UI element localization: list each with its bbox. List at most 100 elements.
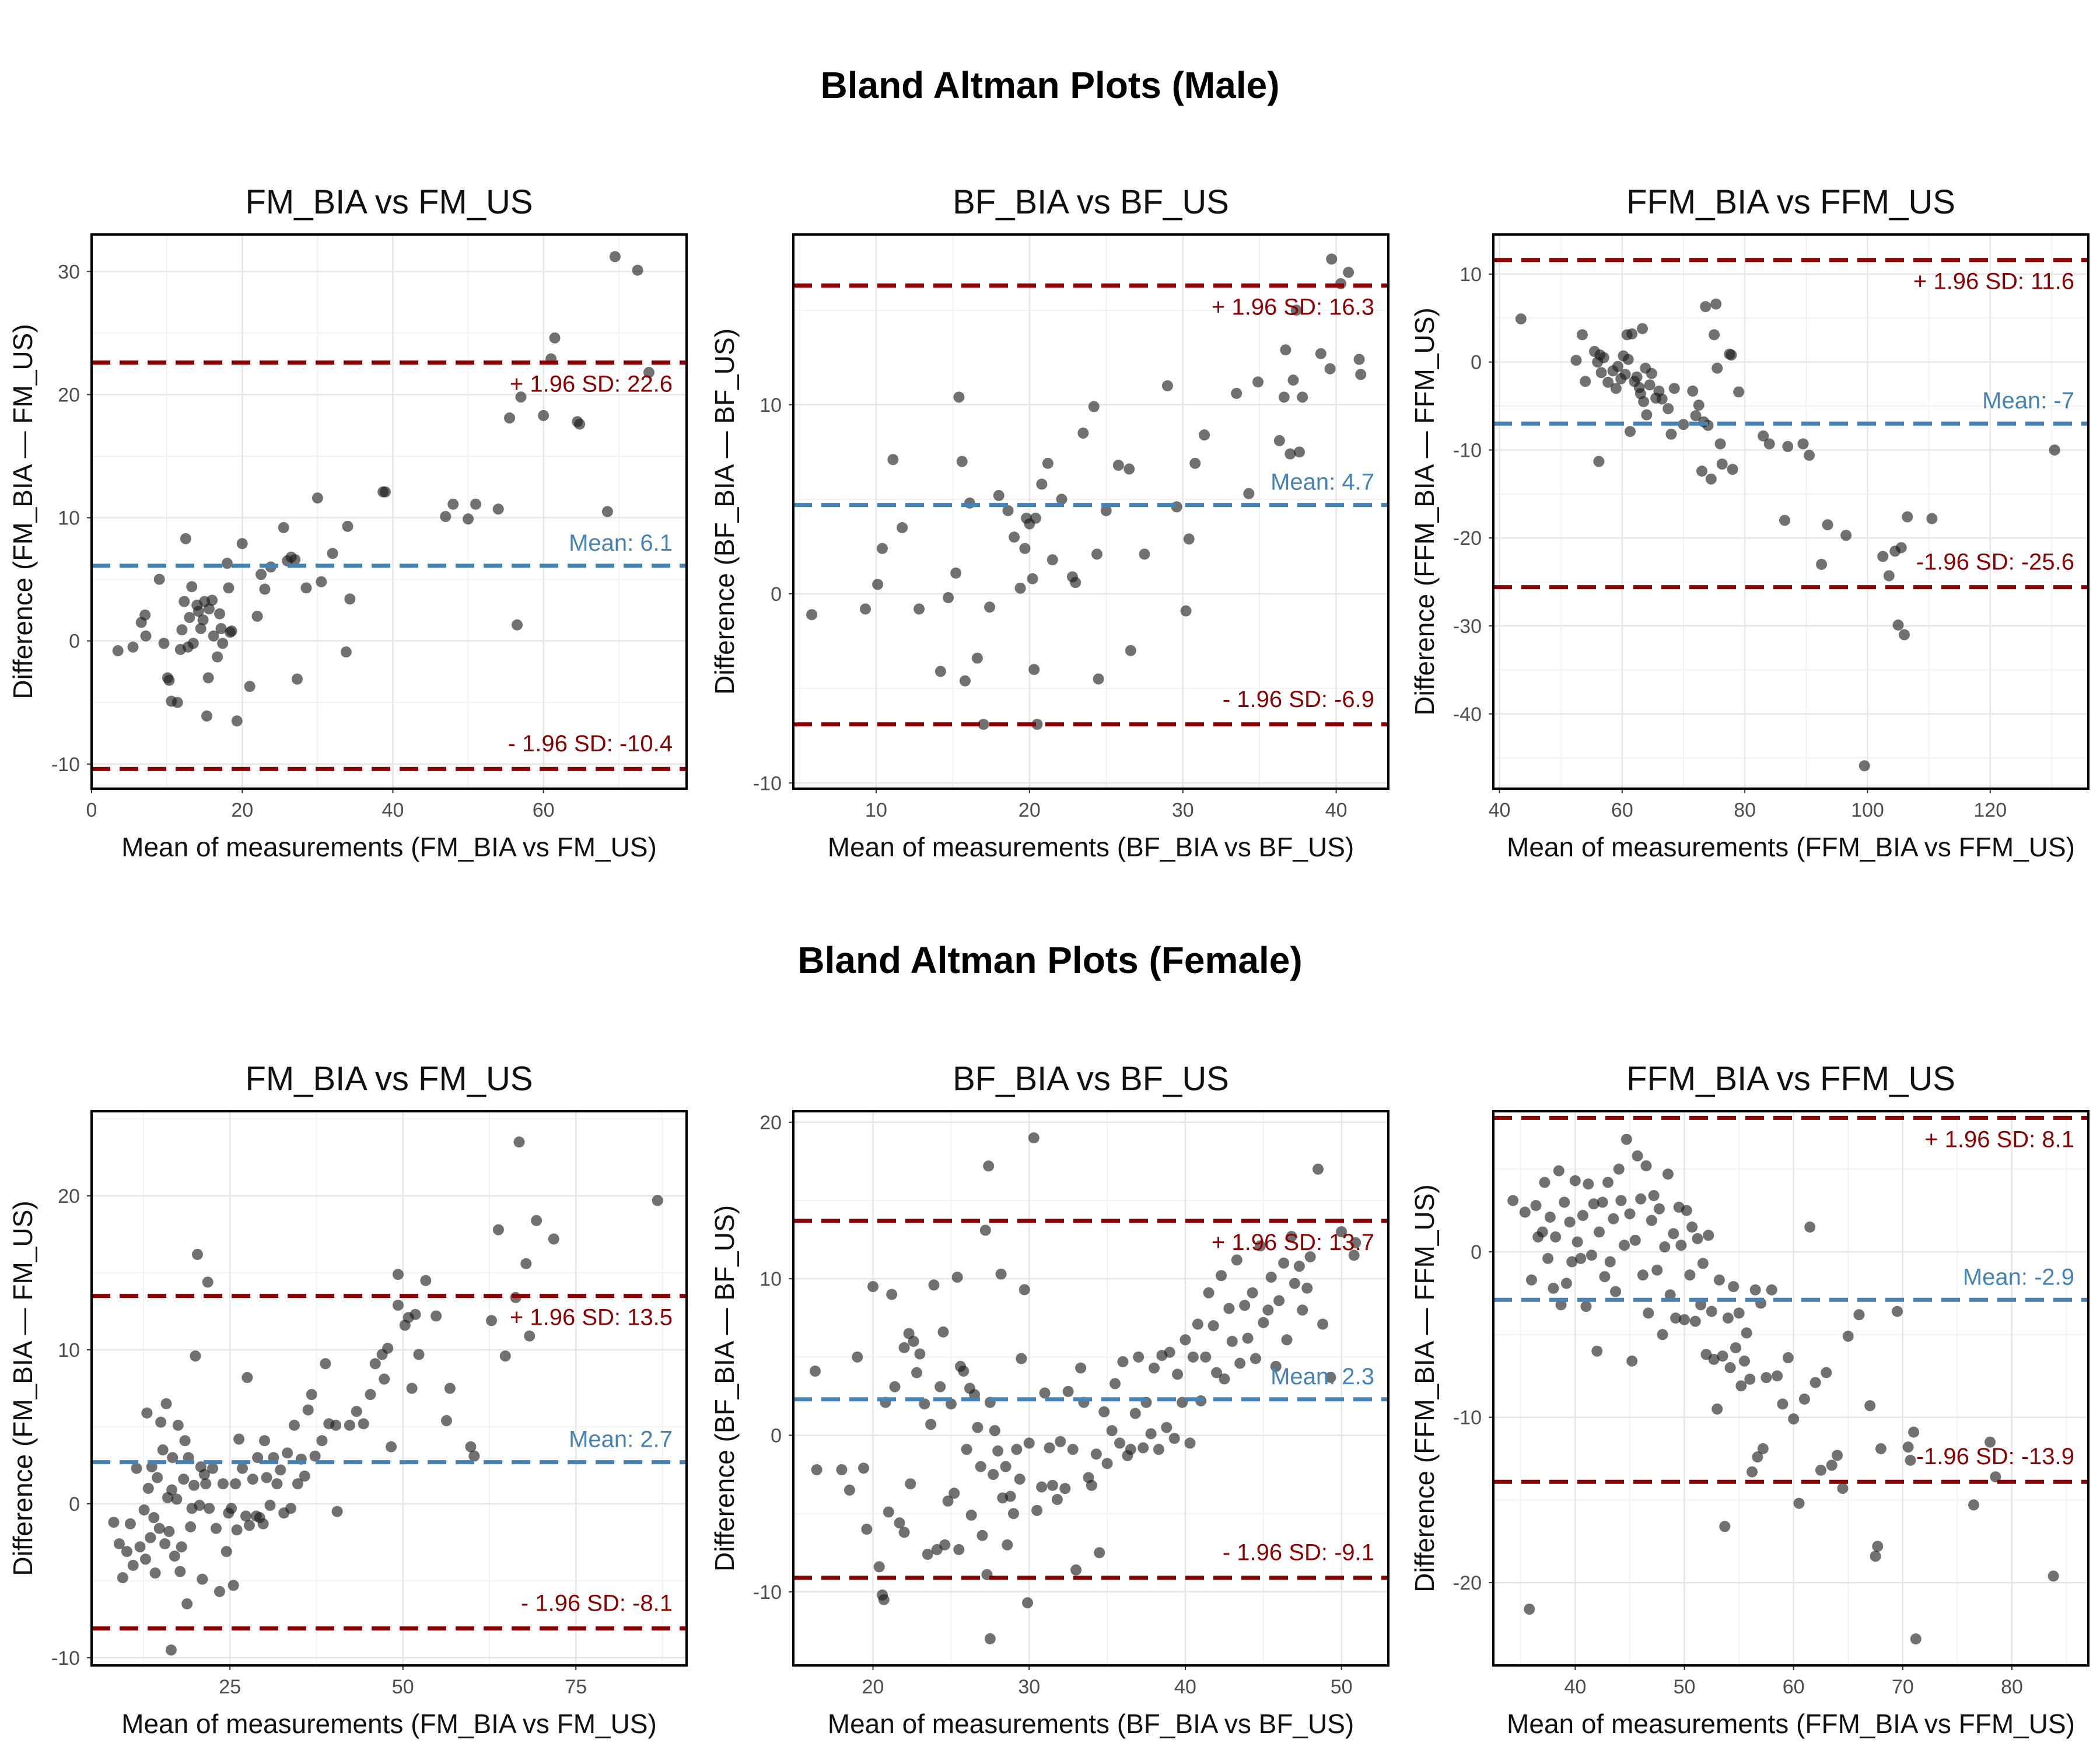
data-point xyxy=(1203,1287,1214,1298)
lower-limit-label: -1.96 SD: -13.9 xyxy=(1916,1444,2074,1469)
data-point xyxy=(192,606,204,617)
data-point xyxy=(1710,298,1722,310)
data-point xyxy=(1145,1428,1157,1440)
data-point xyxy=(181,1598,193,1609)
data-point xyxy=(1200,1351,1212,1363)
data-point xyxy=(1258,1317,1269,1328)
data-point xyxy=(1910,1633,1922,1645)
data-point xyxy=(1693,400,1704,411)
data-point xyxy=(1180,605,1192,617)
data-point xyxy=(244,681,256,692)
data-point xyxy=(127,1559,139,1571)
data-point xyxy=(1223,1303,1235,1314)
data-point xyxy=(958,1365,970,1377)
data-point xyxy=(988,1469,999,1480)
data-point xyxy=(883,1506,894,1518)
data-point xyxy=(1712,362,1723,374)
data-point xyxy=(1837,1483,1849,1494)
data-point xyxy=(1124,463,1135,475)
data-point xyxy=(886,1289,898,1300)
data-point xyxy=(1153,1444,1164,1455)
data-point xyxy=(382,1342,394,1354)
data-point xyxy=(1148,1362,1160,1374)
y-tick-label: -10 xyxy=(51,754,80,776)
data-point xyxy=(1117,1356,1129,1367)
data-point xyxy=(1719,1521,1731,1532)
data-point xyxy=(201,710,213,722)
lower-limit-label: - 1.96 SD: -8.1 xyxy=(521,1591,673,1616)
data-point xyxy=(261,1472,272,1483)
data-point xyxy=(977,1530,988,1541)
data-point xyxy=(1187,1351,1199,1363)
data-point xyxy=(217,1478,229,1490)
mean-label: Mean: 2.7 xyxy=(569,1427,673,1452)
data-point xyxy=(889,1381,901,1392)
data-point xyxy=(217,638,229,649)
data-point xyxy=(174,1566,186,1577)
data-point xyxy=(1326,253,1338,265)
data-point xyxy=(1643,1307,1654,1319)
data-point xyxy=(1700,301,1712,313)
data-point xyxy=(937,1326,949,1338)
data-point xyxy=(292,1478,303,1490)
data-point xyxy=(1059,1483,1071,1494)
data-point xyxy=(1324,363,1336,374)
data-point xyxy=(291,673,303,685)
data-point xyxy=(1566,1256,1578,1268)
data-point xyxy=(1231,1254,1242,1266)
data-point xyxy=(1594,1226,1605,1238)
data-point xyxy=(1265,1271,1277,1283)
data-point xyxy=(1744,1373,1756,1385)
data-point xyxy=(226,625,237,637)
data-point xyxy=(1555,1299,1567,1311)
data-point xyxy=(1570,355,1582,366)
lower-limit-label: - 1.96 SD: -9.1 xyxy=(1223,1540,1374,1566)
data-point xyxy=(1094,1547,1105,1559)
x-axis-title: Mean of measurements (FM_BIA vs FM_US) xyxy=(121,1709,657,1739)
data-point xyxy=(230,1478,242,1490)
data-point xyxy=(320,1358,331,1370)
data-point xyxy=(344,593,356,605)
data-point xyxy=(1877,551,1889,562)
panel-title: FM_BIA vs FM_US xyxy=(245,183,533,221)
data-point xyxy=(1000,1461,1012,1472)
data-point xyxy=(1822,519,1833,531)
data-point xyxy=(1070,1564,1082,1576)
data-point xyxy=(1684,1269,1696,1281)
data-point xyxy=(1542,1252,1554,1264)
data-point xyxy=(1730,1342,1741,1354)
data-point xyxy=(1620,1133,1632,1145)
data-point xyxy=(1705,473,1717,485)
data-point xyxy=(1161,380,1173,391)
points-layer xyxy=(806,253,1367,730)
y-tick-label: 0 xyxy=(69,631,80,653)
data-point xyxy=(271,1478,283,1490)
data-point xyxy=(983,1160,995,1172)
data-point xyxy=(1766,1284,1777,1296)
data-point xyxy=(956,456,968,467)
data-point xyxy=(492,503,504,515)
data-point xyxy=(811,1464,822,1476)
data-point xyxy=(1804,1222,1816,1233)
reference-lines xyxy=(1493,258,2088,590)
mean-label: Mean: 4.7 xyxy=(1270,470,1374,495)
data-point xyxy=(386,1441,397,1452)
data-point xyxy=(1273,1295,1285,1307)
data-point xyxy=(1336,1226,1348,1238)
data-point xyxy=(206,594,218,606)
data-point xyxy=(1629,1234,1641,1246)
panel-2: 40 60 80 100 120 -40 -30 -20 -10 0 10 + 1.96 SD: 11… xyxy=(1409,183,2090,862)
y-tick-label: -10 xyxy=(753,1581,782,1604)
data-point xyxy=(1250,1353,1261,1364)
data-point xyxy=(1695,1299,1707,1311)
data-point xyxy=(158,638,170,649)
data-point xyxy=(1653,1203,1665,1214)
data-point xyxy=(1051,1494,1063,1506)
data-point xyxy=(1722,1312,1734,1324)
data-point xyxy=(914,1348,926,1360)
data-point xyxy=(1515,313,1527,325)
data-point xyxy=(1668,1228,1679,1240)
data-point xyxy=(1044,1442,1055,1454)
data-point xyxy=(1031,1504,1043,1516)
